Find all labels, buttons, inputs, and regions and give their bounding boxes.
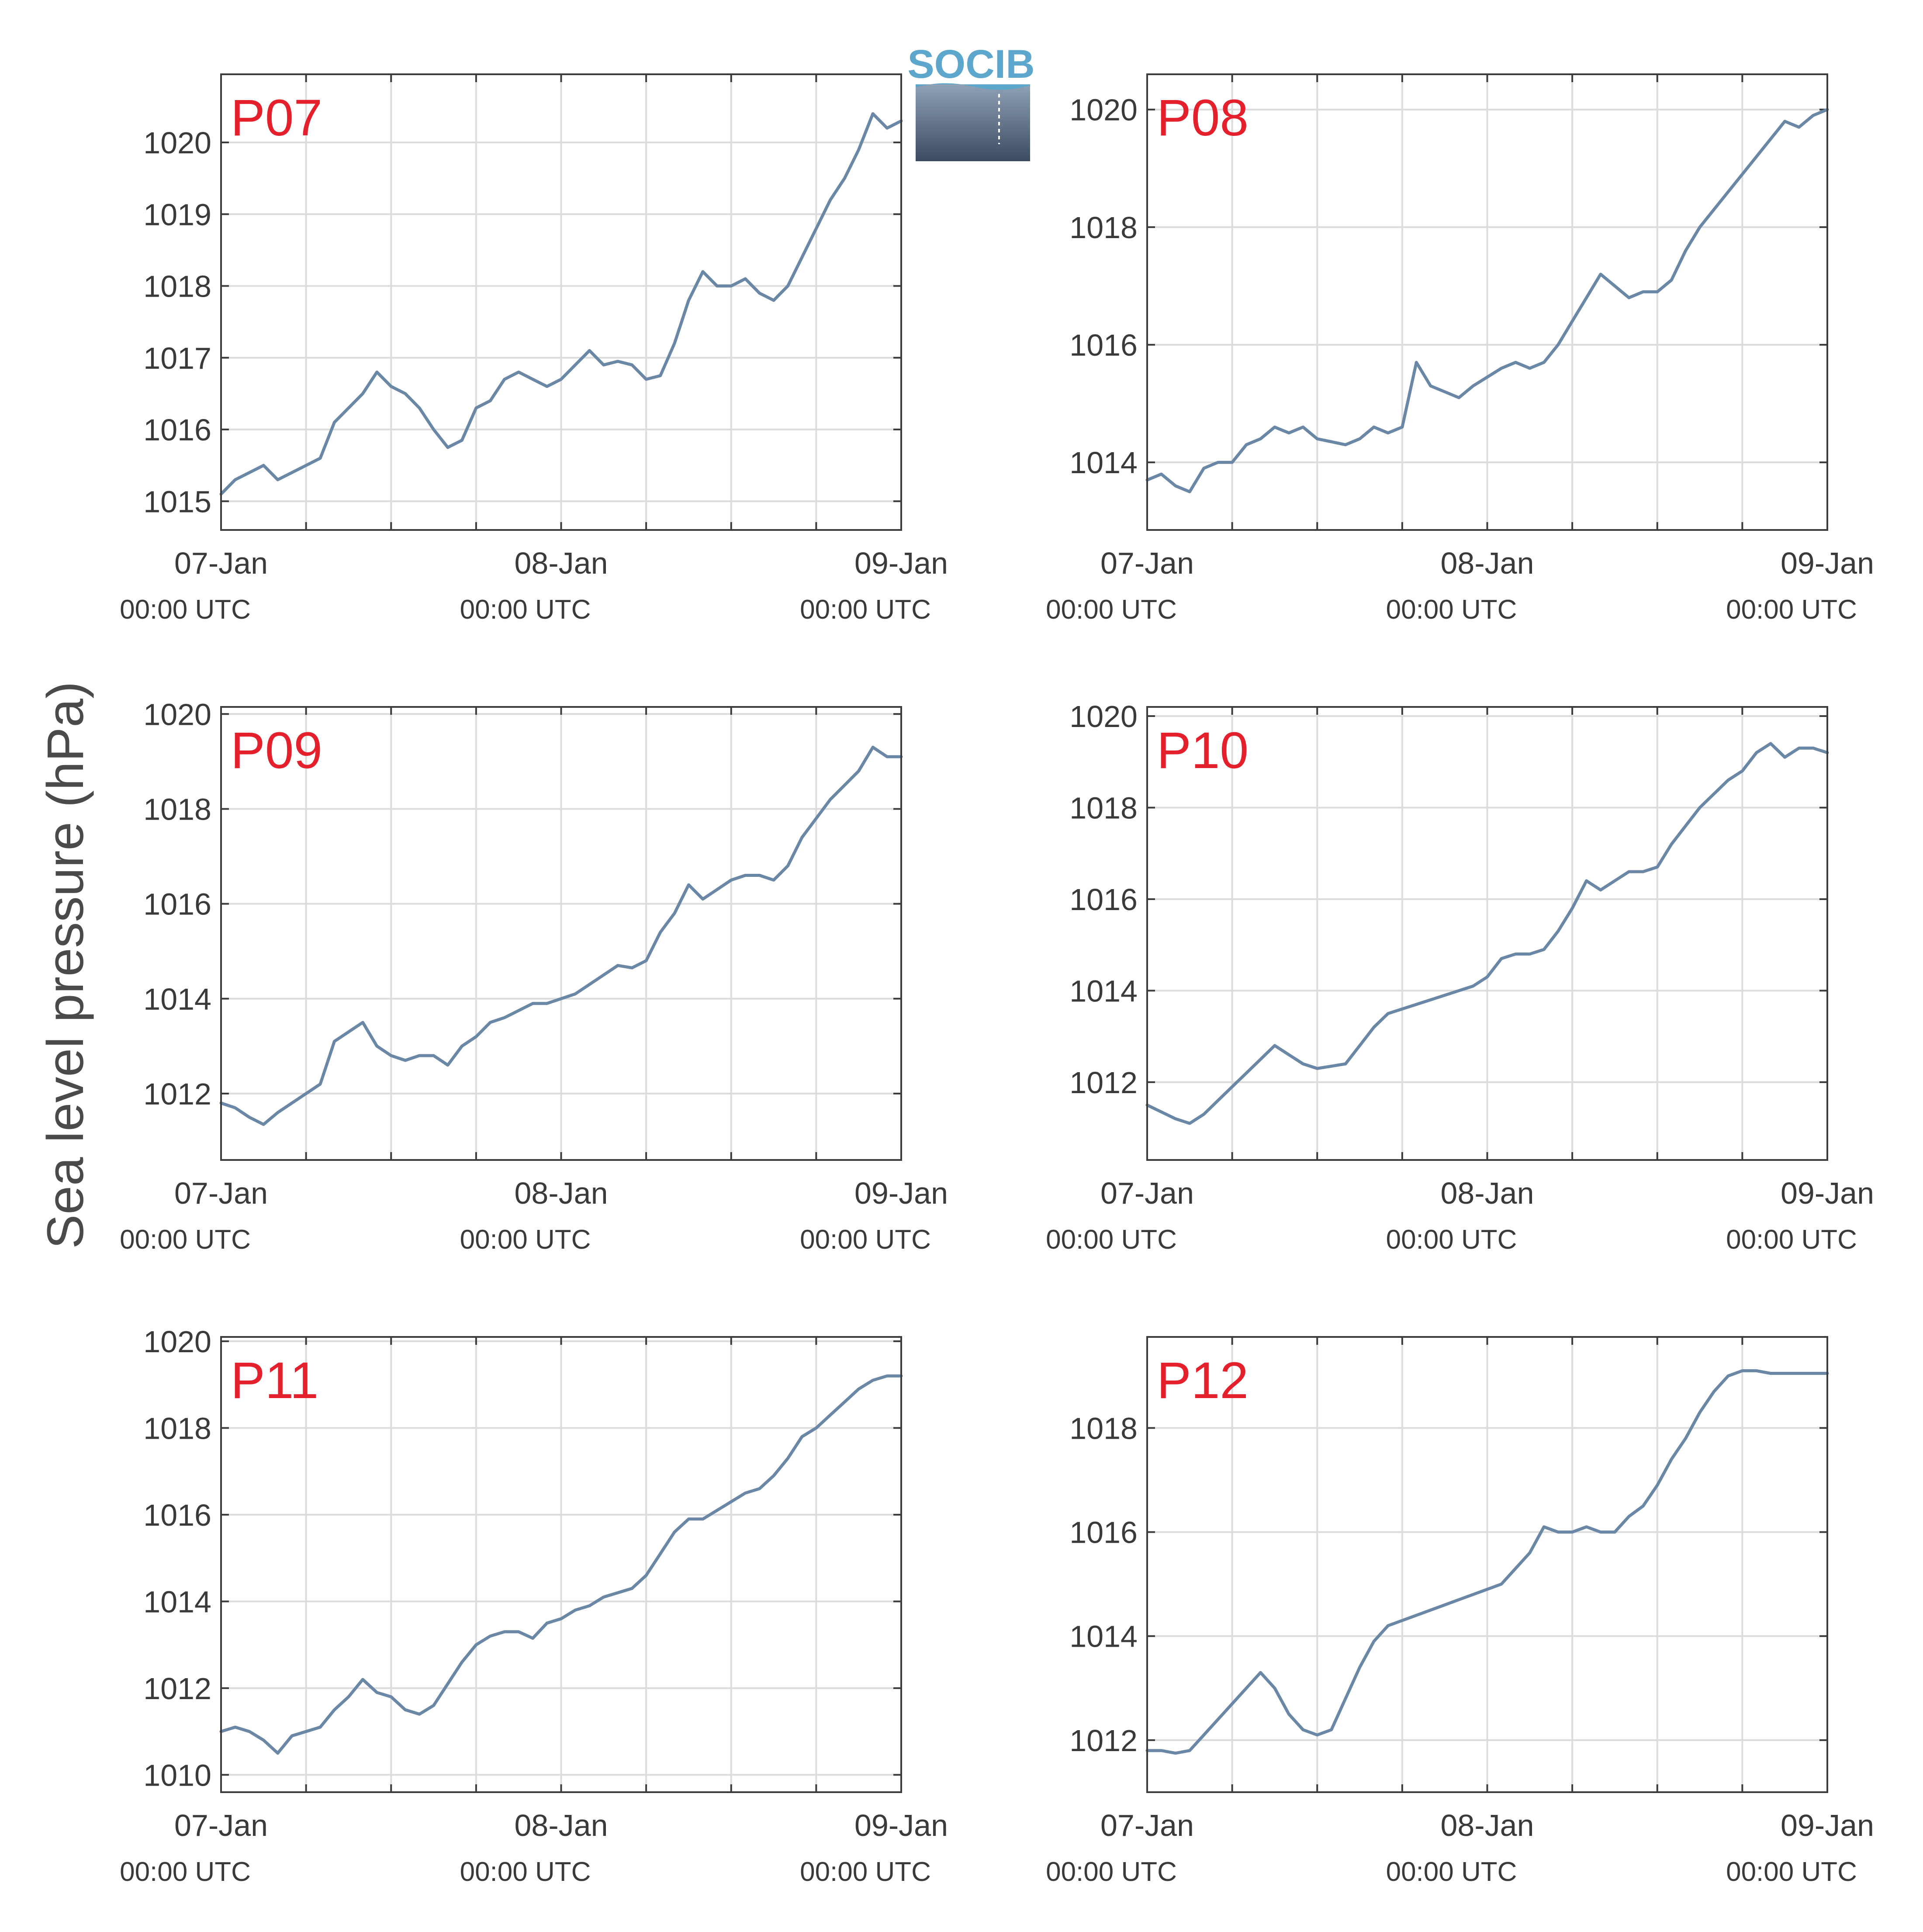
y-tick-label: 1012 <box>143 1672 211 1706</box>
plot-frame <box>220 1336 902 1793</box>
x-tick-label: 09-Jan <box>1781 1808 1874 1842</box>
y-tick-label: 1015 <box>143 485 211 519</box>
x-tick-sublabel: 00:00 UTC <box>1046 1857 1177 1887</box>
y-tick-label: 1012 <box>143 1077 211 1111</box>
x-tick-sublabel: 00:00 UTC <box>1386 1857 1517 1887</box>
panel-title: P12 <box>1157 1352 1249 1409</box>
x-tick-sublabel: 00:00 UTC <box>1726 595 1857 625</box>
y-tick-label: 1012 <box>1069 1724 1138 1758</box>
pressure-series-line <box>219 112 903 496</box>
chart-panel-p10: 1012 1014 1016 1018 1020 07-Jan 00:00 UTC 08-Ja… <box>1046 699 1874 1255</box>
x-tick-sublabel: 00:00 UTC <box>460 595 591 625</box>
y-tick-label: 1020 <box>143 1325 211 1359</box>
pressure-series-line <box>1145 1369 1829 1755</box>
pressure-series-line <box>219 1374 903 1755</box>
chart-panel-p09: 1012 1014 1016 1018 1020 07-Jan 00:00 UTC 08-Ja… <box>120 697 948 1255</box>
x-tick-label: 09-Jan <box>854 1808 948 1842</box>
pressure-series-line <box>219 745 903 1126</box>
x-tick-sublabel: 00:00 UTC <box>1046 595 1177 625</box>
panel-title: P10 <box>1157 722 1249 779</box>
y-tick-label: 1014 <box>143 1585 211 1619</box>
x-tick-label: 08-Jan <box>1440 1176 1534 1210</box>
x-tick-label: 07-Jan <box>1100 1176 1194 1210</box>
plot-frame <box>1146 706 1828 1161</box>
y-tick-label: 1018 <box>1069 1411 1138 1445</box>
x-tick-label: 07-Jan <box>1100 546 1194 580</box>
panel-title: P09 <box>231 722 322 779</box>
y-tick-label: 1014 <box>1069 446 1138 480</box>
y-tick-label: 1014 <box>143 982 211 1016</box>
y-tick-label: 1018 <box>1069 211 1138 245</box>
x-tick-label: 08-Jan <box>514 1808 608 1842</box>
x-tick-label: 08-Jan <box>514 546 608 580</box>
y-tick-label: 1018 <box>143 1411 211 1445</box>
x-tick-label: 08-Jan <box>514 1176 608 1210</box>
x-tick-sublabel: 00:00 UTC <box>120 1857 251 1887</box>
x-tick-label: 07-Jan <box>174 1176 268 1210</box>
y-axis-label: Sea level pressure (hPa) <box>37 682 94 1249</box>
x-tick-sublabel: 00:00 UTC <box>120 595 251 625</box>
plot-frame <box>220 706 902 1161</box>
y-tick-label: 1016 <box>143 1498 211 1532</box>
y-tick-label: 1010 <box>143 1758 211 1792</box>
x-tick-sublabel: 00:00 UTC <box>800 1225 931 1255</box>
socib-logo: SOCIB <box>907 42 1035 161</box>
plot-frame <box>220 73 902 531</box>
x-tick-sublabel: 00:00 UTC <box>800 1857 931 1887</box>
x-tick-sublabel: 00:00 UTC <box>1386 595 1517 625</box>
chart-panel-p12: 1012 1014 1016 1018 07-Jan 00:00 UTC 08-Jan 00:… <box>1046 1336 1874 1887</box>
x-tick-sublabel: 00:00 UTC <box>120 1225 251 1255</box>
x-tick-sublabel: 00:00 UTC <box>1046 1225 1177 1255</box>
y-tick-label: 1018 <box>143 792 211 826</box>
x-tick-label: 09-Jan <box>1781 1176 1874 1210</box>
y-tick-label: 1019 <box>143 197 211 232</box>
y-tick-label: 1016 <box>1069 883 1138 917</box>
y-tick-label: 1018 <box>143 270 211 304</box>
y-tick-label: 1016 <box>1069 328 1138 362</box>
pressure-series-line <box>1145 108 1829 493</box>
panel-title: P08 <box>1157 89 1249 147</box>
plot-frame <box>1146 73 1828 531</box>
y-tick-label: 1018 <box>1069 791 1138 825</box>
x-tick-label: 08-Jan <box>1440 1808 1534 1842</box>
panel-title: P07 <box>231 89 322 147</box>
chart-panel-p11: 1010 1012 1014 1016 1018 1020 07-Jan 00:00 UTC 0… <box>120 1325 948 1887</box>
y-tick-label: 1017 <box>143 341 211 375</box>
x-tick-label: 07-Jan <box>174 1808 268 1842</box>
x-tick-label: 09-Jan <box>1781 546 1874 580</box>
x-tick-sublabel: 00:00 UTC <box>1386 1225 1517 1255</box>
panel-title: P11 <box>231 1352 318 1409</box>
y-tick-label: 1020 <box>143 126 211 160</box>
y-tick-label: 1020 <box>143 697 211 731</box>
pressure-series-line <box>1145 742 1829 1125</box>
x-tick-label: 09-Jan <box>854 546 948 580</box>
x-tick-label: 07-Jan <box>1100 1808 1194 1842</box>
chart-panel-p07: 1015 1016 1017 1018 1019 1020 07-Jan 00:00 UTC 0… <box>120 73 948 625</box>
x-tick-sublabel: 00:00 UTC <box>800 595 931 625</box>
x-tick-label: 08-Jan <box>1440 546 1534 580</box>
x-tick-sublabel: 00:00 UTC <box>1726 1857 1857 1887</box>
x-tick-label: 07-Jan <box>174 546 268 580</box>
x-tick-sublabel: 00:00 UTC <box>1726 1225 1857 1255</box>
y-tick-label: 1014 <box>1069 974 1138 1008</box>
y-tick-label: 1016 <box>1069 1516 1138 1550</box>
plot-frame <box>1146 1336 1828 1793</box>
socib-logo-text: SOCIB <box>907 42 1034 87</box>
y-tick-label: 1020 <box>1069 699 1138 734</box>
y-tick-label: 1016 <box>143 887 211 921</box>
x-tick-sublabel: 00:00 UTC <box>460 1857 591 1887</box>
x-tick-label: 09-Jan <box>854 1176 948 1210</box>
x-tick-sublabel: 00:00 UTC <box>460 1225 591 1255</box>
y-tick-label: 1012 <box>1069 1066 1138 1100</box>
y-tick-label: 1016 <box>143 413 211 447</box>
y-tick-label: 1014 <box>1069 1620 1138 1654</box>
chart-panel-p08: 1014 1016 1018 1020 07-Jan 00:00 UTC 08-Jan 00:… <box>1046 73 1874 625</box>
y-tick-label: 1020 <box>1069 93 1138 127</box>
